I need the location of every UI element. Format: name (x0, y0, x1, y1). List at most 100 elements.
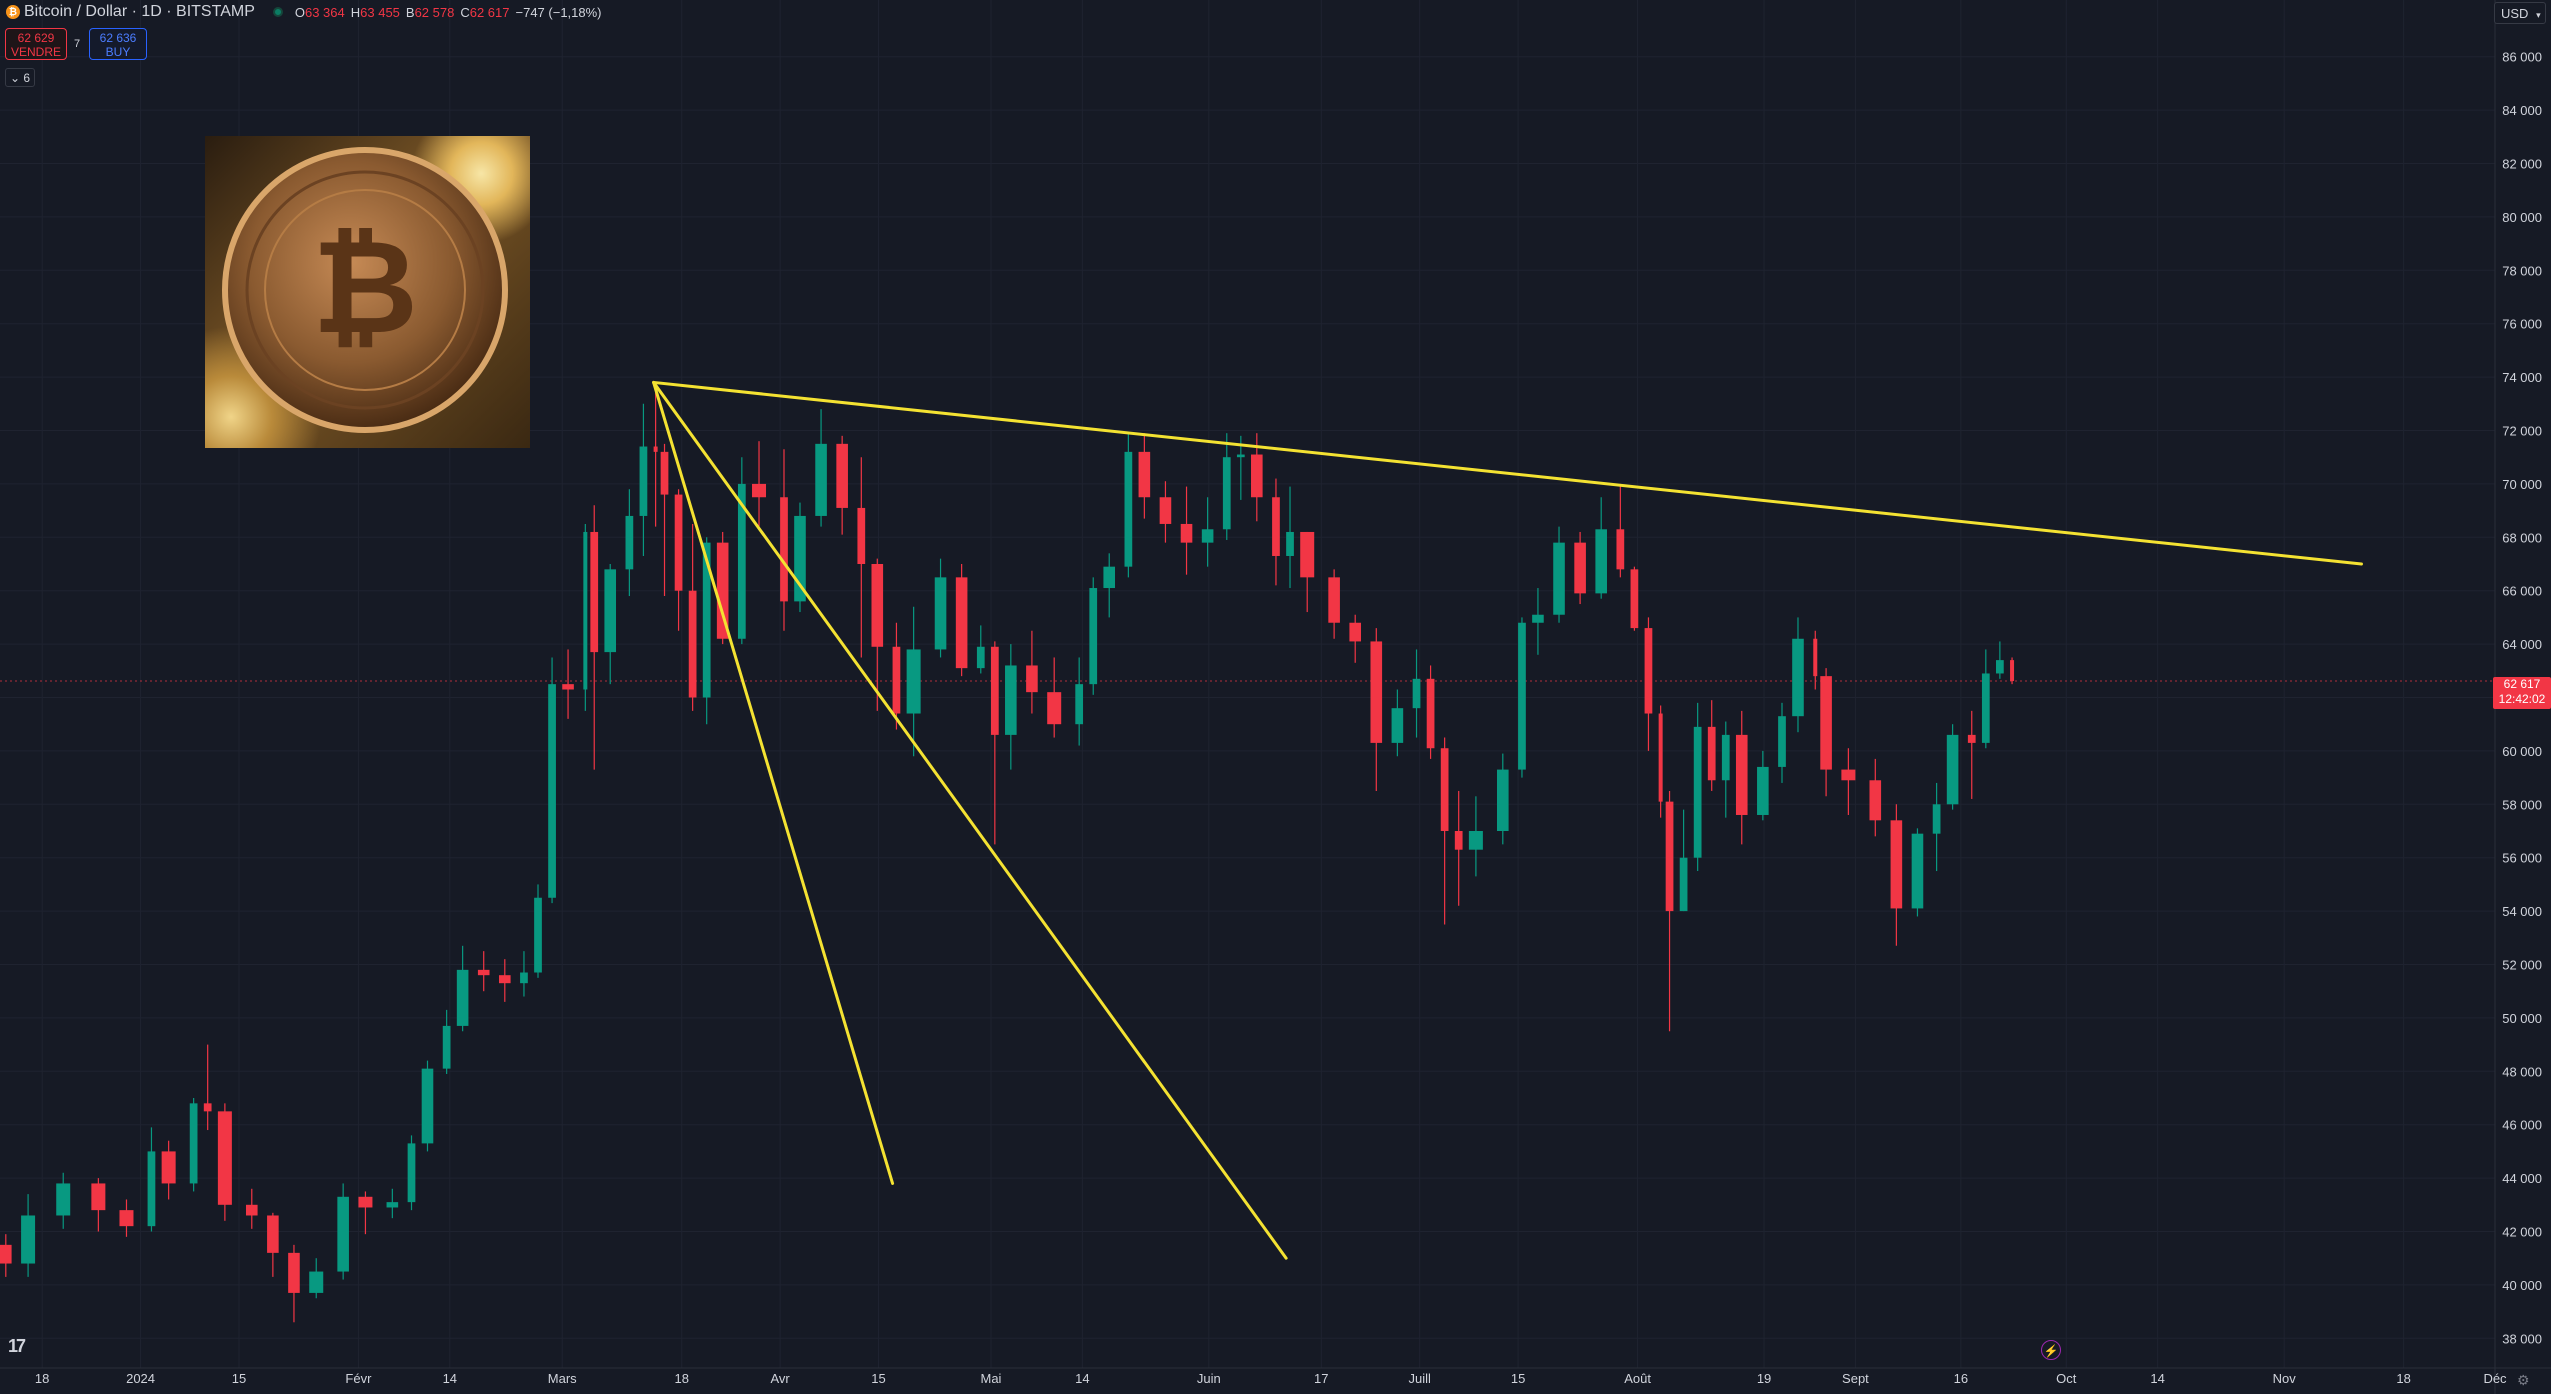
candle-body (1553, 542, 1565, 615)
candle-body (1138, 451, 1151, 498)
time-tick-label: 15 (232, 1371, 246, 1386)
price-tick-label: 52 000 (2502, 958, 2542, 973)
trendlines[interactable] (652, 380, 2363, 1260)
price-tick-label: 74 000 (2502, 370, 2542, 385)
candle-body (1616, 529, 1625, 570)
candle-body (1869, 780, 1882, 821)
spread-value: 7 (74, 38, 81, 50)
candle-body (267, 1215, 279, 1253)
candle-body (1047, 692, 1062, 725)
chart-header: ₿ Bitcoin / Dollar · 1D · BITSTAMP O63 3… (0, 0, 608, 24)
sell-price: 62 629 (17, 31, 55, 45)
trendline-fan-shallow[interactable] (652, 380, 1288, 1260)
price-tick-label: 44 000 (2502, 1171, 2542, 1186)
price-tick-label: 64 000 (2502, 637, 2542, 652)
buy-button[interactable]: 62 636 BUY (89, 28, 147, 60)
candle-body (1644, 628, 1653, 714)
currency-select[interactable]: USD ▾ (2494, 2, 2546, 24)
candle-body (407, 1143, 416, 1203)
candle-body (1595, 529, 1607, 594)
candle-body (688, 590, 697, 698)
symbol-title[interactable]: Bitcoin / Dollar · 1D · BITSTAMP (24, 3, 255, 20)
candle-body (1890, 820, 1903, 909)
time-tick-label: Févr (345, 1371, 372, 1386)
trendline-resistance[interactable] (652, 380, 2363, 566)
market-status-icon[interactable] (272, 7, 283, 17)
candle-body (1103, 566, 1116, 589)
candle-body (91, 1183, 106, 1211)
trendline-fan-steep[interactable] (652, 380, 895, 1185)
candle-body (56, 1183, 71, 1216)
grid-lines (0, 0, 2496, 1368)
price-tick-label: 72 000 (2502, 424, 2542, 439)
candle-body (716, 542, 729, 639)
candle-body (1658, 713, 1663, 802)
bar-countdown: 12:42:02 (2498, 692, 2546, 706)
candle-body (1707, 726, 1716, 781)
candle-body (442, 1025, 451, 1069)
svg-text:₿: ₿ (312, 211, 418, 363)
sell-button[interactable]: 62 629 VENDRE (5, 28, 67, 60)
time-tick-label: 16 (1954, 1371, 1968, 1386)
price-tick-label: 68 000 (2502, 530, 2542, 545)
candle-body (583, 531, 588, 690)
candle-body (990, 646, 999, 735)
sell-label: VENDRE (10, 45, 61, 59)
price-tick-label: 78 000 (2502, 263, 2542, 278)
time-tick-label: 19 (1757, 1371, 1771, 1386)
candle-body (1349, 622, 1362, 642)
candle-body (794, 515, 806, 602)
time-tick-label: 2024 (126, 1371, 155, 1386)
candle-body (1911, 833, 1924, 909)
price-tick-label: 60 000 (2502, 744, 2542, 759)
candle-body (1946, 734, 1959, 805)
candle-body (1813, 638, 1818, 677)
candle-body (1518, 622, 1526, 770)
candle-body (1574, 542, 1586, 594)
candle-body (604, 569, 617, 653)
time-tick-label: 15 (1511, 1371, 1525, 1386)
ohlc-close: C62 617 (460, 4, 510, 20)
candle-body (1757, 766, 1769, 815)
candle-body (906, 649, 921, 714)
candle-body (534, 897, 542, 973)
price-tick-label: 66 000 (2502, 584, 2542, 599)
time-tick-label: Août (1624, 1371, 1651, 1386)
candle-body (660, 451, 669, 495)
price-tick-label: 82 000 (2502, 157, 2542, 172)
candle-body (639, 446, 648, 516)
currency-label: USD (2501, 6, 2529, 21)
candle-body (1996, 660, 2004, 674)
time-tick-label: 14 (443, 1371, 457, 1386)
candle-body (1440, 748, 1449, 831)
price-tick-label: 38 000 (2502, 1331, 2542, 1346)
buy-label: BUY (105, 45, 131, 59)
candle-body (1180, 523, 1193, 543)
candle-body (1679, 857, 1688, 912)
candle-body (1159, 497, 1172, 524)
gear-icon[interactable]: ⚙ (2517, 1372, 2530, 1388)
candle-body (1792, 638, 1804, 717)
candle-body (548, 684, 556, 898)
indicators-count: 6 (23, 71, 31, 85)
price-tick-label: 48 000 (2502, 1064, 2542, 1079)
tradingview-logo-icon[interactable]: 17 (8, 1336, 26, 1356)
time-axis[interactable]: 18 2024 15 Févr 14 Mars 18 Avr 15 Mai 14 Juin 17 Juil… (0, 1367, 2551, 1386)
candle-body (871, 564, 884, 647)
time-tick-label: Sept (1842, 1371, 1869, 1386)
candle-body (1693, 726, 1702, 858)
candle-body (1251, 454, 1263, 498)
time-tick-label: 14 (1075, 1371, 1089, 1386)
lightning-icon[interactable]: ⚡ (2041, 1340, 2061, 1360)
candle-body (386, 1202, 399, 1208)
candle-body (934, 577, 947, 650)
candle-body (1328, 577, 1340, 623)
candle-body (288, 1252, 300, 1293)
candle-body (1026, 665, 1038, 693)
indicators-toggle-button[interactable]: ⌄ 6 (5, 68, 35, 87)
time-tick-label: Juin (1197, 1371, 1221, 1386)
candle-body (245, 1204, 258, 1216)
candle-body (1665, 801, 1674, 912)
candle-body (1967, 734, 1976, 743)
